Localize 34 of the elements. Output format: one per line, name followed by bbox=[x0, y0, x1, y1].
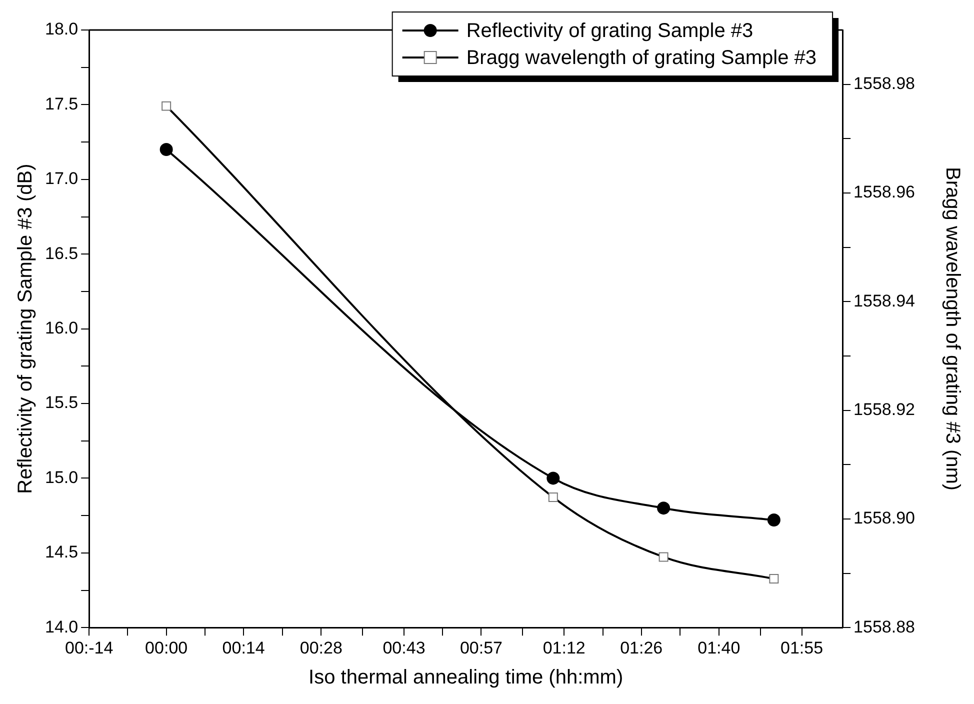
x-tick-label: 00:57 bbox=[460, 638, 503, 658]
y-axis-title: Reflectivity of grating Sample #3 (dB) bbox=[14, 164, 37, 494]
y2-axis-title: Bragg wavelength of grating #3 (nm) bbox=[941, 167, 964, 491]
y-tick-label: 14.5 bbox=[44, 542, 78, 562]
x-tick-label: 01:40 bbox=[698, 638, 740, 658]
y-tick-label: 16.0 bbox=[44, 318, 78, 338]
y2-tick-label: 1558.88 bbox=[854, 617, 915, 636]
x-tick-label: 00:28 bbox=[300, 638, 342, 658]
point bbox=[767, 514, 780, 527]
y-tick-label: 14.0 bbox=[44, 617, 78, 636]
x-tick-label: 00:00 bbox=[145, 638, 188, 658]
legend-label: Bragg wavelength of grating Sample #3 bbox=[466, 47, 817, 70]
x-tick-label: 00:14 bbox=[222, 638, 265, 658]
y2-tick-label: 1558.92 bbox=[854, 400, 915, 419]
x-tick-label: 00:-14 bbox=[64, 638, 114, 658]
x-tick-label: 01:12 bbox=[542, 638, 586, 658]
y2-tick-label: 1558.98 bbox=[854, 74, 915, 94]
y-tick-label: 16.5 bbox=[44, 244, 78, 263]
point bbox=[160, 143, 173, 156]
x-tick-label: 01:55 bbox=[780, 638, 824, 658]
y2-tick-label: 1558.90 bbox=[854, 508, 915, 528]
y2-tick-label: 1558.96 bbox=[854, 182, 915, 202]
y-tick-label: 17.5 bbox=[44, 94, 78, 114]
y-tick-label: 15.5 bbox=[44, 393, 78, 412]
x-tick-label: 01:26 bbox=[620, 638, 663, 658]
y-tick-label: 15.0 bbox=[44, 468, 78, 487]
y2-tick-label: 1558.94 bbox=[854, 291, 915, 310]
y-tick-label: 17.0 bbox=[44, 169, 78, 188]
legend-label: Reflectivity of grating Sample #3 bbox=[466, 20, 754, 42]
point bbox=[657, 502, 670, 515]
point bbox=[546, 472, 560, 485]
y-tick-label: 18.0 bbox=[44, 20, 78, 39]
x-tick-label: 00:43 bbox=[382, 638, 426, 658]
x-axis-title: Iso thermal annealing time (hh:mm) bbox=[308, 666, 624, 689]
